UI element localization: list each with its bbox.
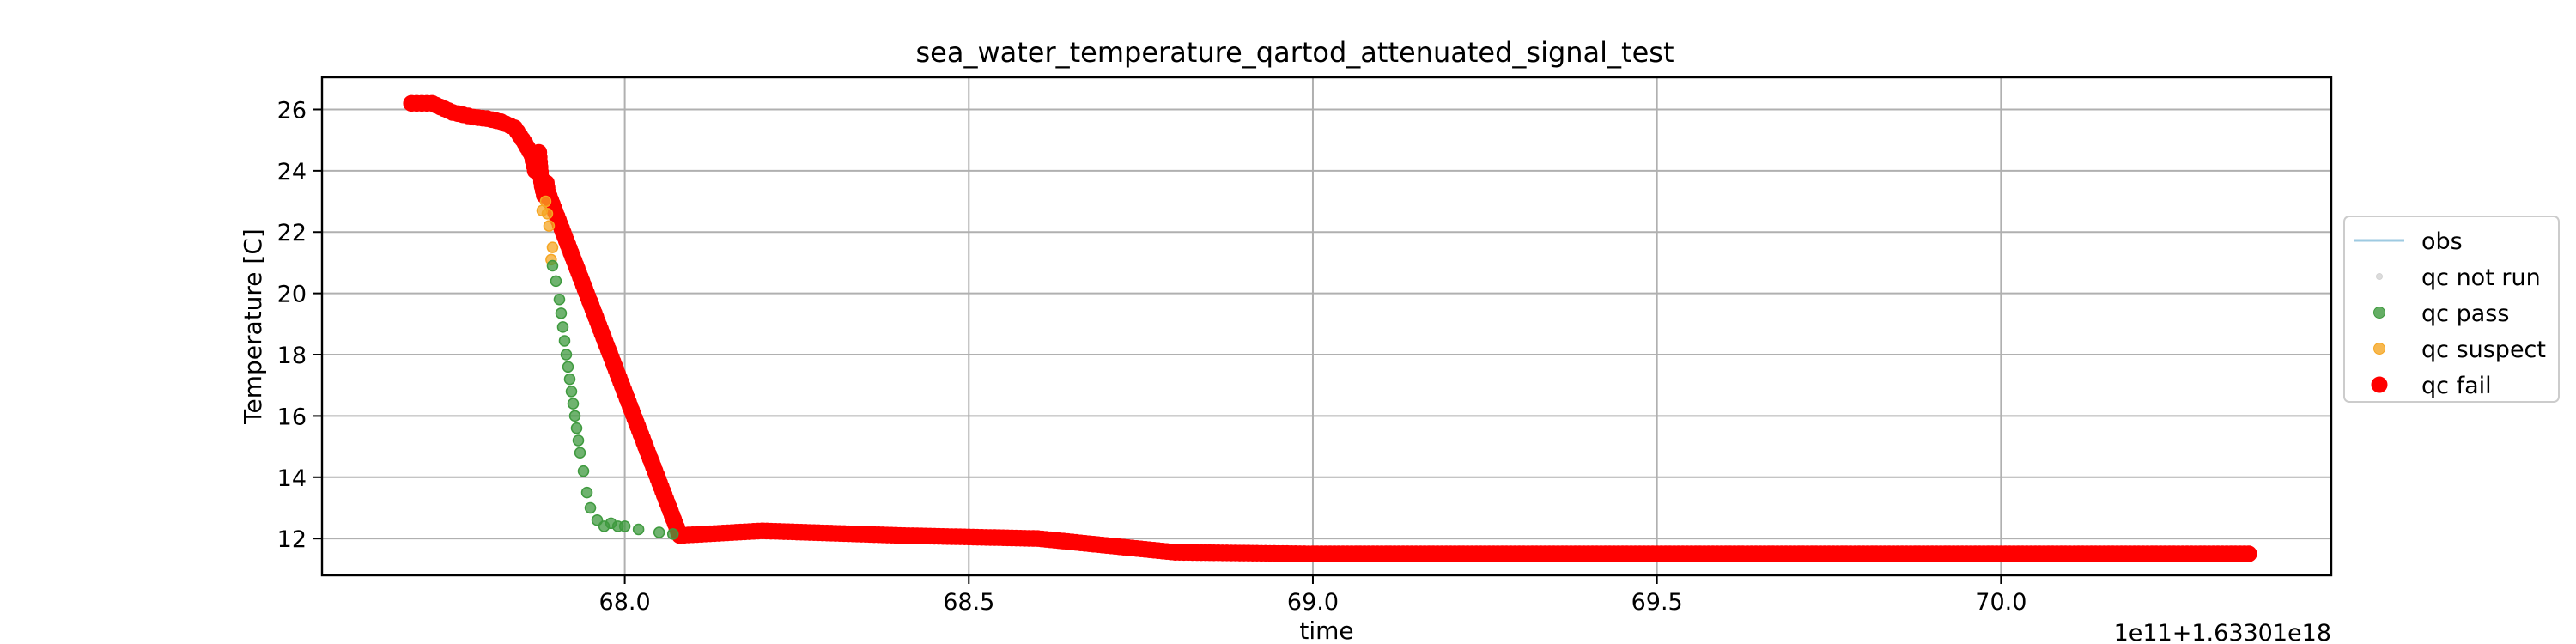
x-offset-label: 1e11+1.63301e18 bbox=[2114, 620, 2331, 644]
data-point bbox=[562, 361, 574, 374]
data-point bbox=[580, 486, 593, 499]
data-point bbox=[563, 373, 576, 386]
x-tick-label: 69.0 bbox=[1287, 589, 1339, 616]
legend-label: qc suspect bbox=[2421, 337, 2546, 363]
data-point bbox=[543, 220, 556, 232]
y-tick-label: 26 bbox=[277, 97, 307, 124]
data-point bbox=[568, 410, 581, 422]
chart-title: sea_water_temperature_qartod_attenuated_… bbox=[915, 36, 1674, 69]
legend: obs qc not run qc pass qc suspect qc fail bbox=[2343, 216, 2560, 403]
y-tick-label: 14 bbox=[277, 465, 307, 492]
data-point bbox=[565, 386, 578, 398]
y-tick-label: 24 bbox=[277, 159, 307, 185]
x-tick-label: 70.0 bbox=[1975, 589, 2026, 616]
x-tick-label: 69.5 bbox=[1631, 589, 1683, 616]
x-axis: 68.0 68.5 69.0 69.5 70.0 bbox=[599, 575, 2026, 616]
x-tick-label: 68.5 bbox=[943, 589, 994, 616]
data-point bbox=[632, 523, 645, 536]
data-point bbox=[560, 349, 573, 361]
data-point bbox=[567, 398, 580, 410]
data-point bbox=[584, 501, 597, 514]
y-tick-label: 18 bbox=[277, 343, 307, 369]
legend-item-qc-suspect: qc suspect bbox=[2373, 337, 2546, 363]
data-point bbox=[546, 259, 559, 272]
legend-label: qc not run bbox=[2421, 264, 2541, 291]
plot-area-frame bbox=[320, 76, 2333, 577]
data-point bbox=[618, 520, 631, 532]
grid bbox=[322, 77, 2331, 575]
data-point bbox=[550, 275, 562, 288]
legend-swatch bbox=[2373, 307, 2385, 319]
x-axis-label: time bbox=[1299, 617, 1353, 644]
data-point bbox=[553, 294, 566, 306]
y-tick-label: 12 bbox=[277, 526, 307, 553]
data-point bbox=[574, 447, 586, 459]
legend-swatch bbox=[2376, 273, 2383, 280]
data-point bbox=[558, 335, 571, 347]
series-qc-pass bbox=[546, 259, 679, 540]
data-point bbox=[541, 208, 554, 220]
y-axis-label: Temperature [C] bbox=[239, 228, 267, 425]
series-qc-fail bbox=[403, 94, 2257, 562]
y-tick-label: 20 bbox=[277, 282, 307, 308]
x-tick-label: 68.0 bbox=[599, 589, 651, 616]
series-qc-suspect bbox=[536, 195, 559, 266]
legend-swatch bbox=[2373, 343, 2385, 355]
y-tick-label: 16 bbox=[277, 404, 307, 430]
legend-item-qc-pass: qc pass bbox=[2373, 301, 2509, 327]
legend-label: obs bbox=[2421, 228, 2463, 255]
legend-swatch bbox=[2371, 376, 2388, 393]
legend-items: obs qc not run qc pass qc suspect qc fail bbox=[2354, 228, 2546, 399]
legend-item-qc-fail: qc fail bbox=[2371, 373, 2492, 399]
legend-label: qc pass bbox=[2421, 301, 2509, 327]
data-point bbox=[546, 241, 559, 253]
data-point bbox=[572, 434, 585, 447]
data-point bbox=[653, 526, 665, 538]
y-axis: 12 14 16 18 20 22 24 26 bbox=[277, 97, 322, 553]
legend-label: qc fail bbox=[2421, 373, 2492, 399]
legend-item-qc-not-run: qc not run bbox=[2376, 264, 2541, 291]
data-point bbox=[555, 307, 568, 319]
legend-box bbox=[2343, 216, 2560, 403]
legend-item-obs: obs bbox=[2354, 228, 2463, 255]
y-tick-label: 22 bbox=[277, 220, 307, 246]
data-point bbox=[556, 321, 569, 333]
data-point bbox=[577, 465, 590, 477]
data-point bbox=[666, 528, 679, 540]
data-points bbox=[403, 94, 2257, 562]
data-point bbox=[570, 422, 583, 434]
data-point bbox=[539, 195, 552, 208]
data-point bbox=[2240, 545, 2257, 562]
